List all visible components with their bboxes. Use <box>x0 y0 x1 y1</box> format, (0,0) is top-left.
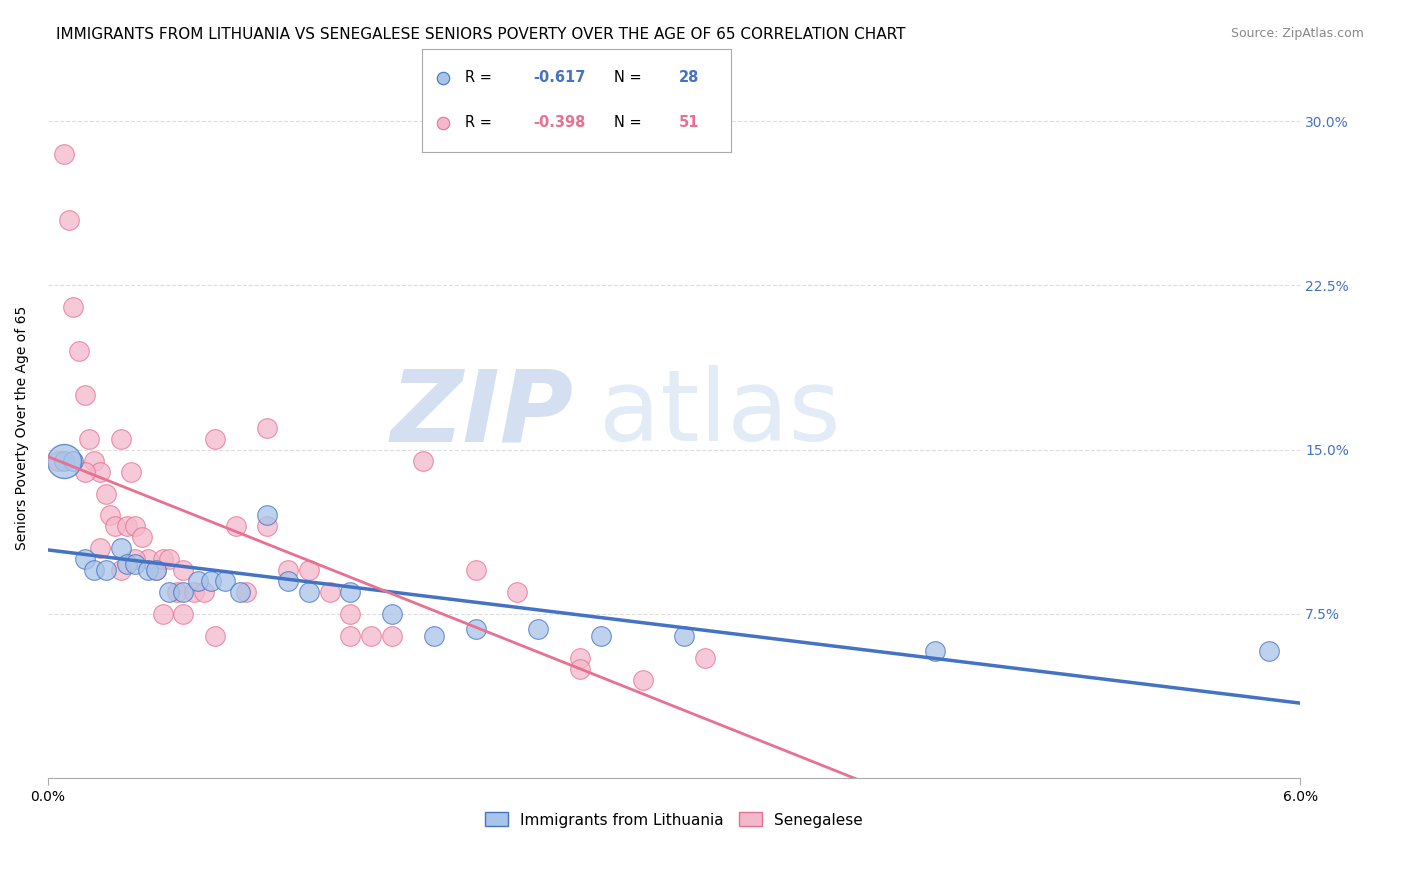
Point <box>67 344 90 359</box>
Point <box>103 519 125 533</box>
Legend: Immigrants from Lithuania, Senegalese: Immigrants from Lithuania, Senegalese <box>479 806 869 834</box>
Point <box>98 508 121 523</box>
Point <box>145 563 167 577</box>
Point <box>673 629 696 643</box>
Point <box>695 650 717 665</box>
Point <box>75 388 97 402</box>
Point <box>75 465 97 479</box>
Point <box>277 574 299 588</box>
Point <box>53 453 76 467</box>
Point <box>277 563 299 577</box>
Point <box>339 585 361 599</box>
Point <box>96 563 118 577</box>
Point <box>124 557 146 571</box>
Point <box>172 607 194 621</box>
Point <box>136 552 159 566</box>
Point <box>115 557 138 571</box>
Point <box>152 552 174 566</box>
Point <box>229 585 252 599</box>
Point <box>110 541 132 556</box>
Point <box>225 519 247 533</box>
Point <box>200 574 222 588</box>
Point <box>83 453 105 467</box>
Point <box>235 585 257 599</box>
Point <box>115 519 138 533</box>
Point <box>412 453 434 467</box>
Point <box>506 585 529 599</box>
Point <box>136 563 159 577</box>
Point <box>62 453 84 467</box>
Point <box>172 585 194 599</box>
Point <box>924 644 946 658</box>
Point <box>166 585 188 599</box>
Point <box>298 563 321 577</box>
Text: -0.398: -0.398 <box>533 115 585 130</box>
Point <box>256 421 278 435</box>
Point <box>46 453 69 467</box>
Point <box>298 585 321 599</box>
Point <box>360 629 382 643</box>
Point <box>381 607 404 621</box>
Point <box>339 607 361 621</box>
Text: R =: R = <box>465 70 496 86</box>
Point <box>187 574 209 588</box>
Point <box>145 563 167 577</box>
Point <box>53 147 76 161</box>
Point <box>110 563 132 577</box>
Point <box>172 563 194 577</box>
Point <box>120 465 142 479</box>
Point <box>183 585 205 599</box>
Point <box>131 530 153 544</box>
Point <box>204 629 226 643</box>
Text: 51: 51 <box>679 115 699 130</box>
Point <box>152 607 174 621</box>
Point <box>569 662 592 676</box>
Point <box>58 212 80 227</box>
Point <box>89 541 111 556</box>
Point <box>157 552 180 566</box>
Point <box>589 629 612 643</box>
Point <box>423 629 446 643</box>
Text: Source: ZipAtlas.com: Source: ZipAtlas.com <box>1230 27 1364 40</box>
Point <box>193 585 215 599</box>
Point <box>75 552 97 566</box>
Point <box>83 563 105 577</box>
Point <box>157 585 180 599</box>
Point <box>256 519 278 533</box>
Point <box>318 585 340 599</box>
Point <box>79 432 101 446</box>
Text: ZIP: ZIP <box>391 366 574 462</box>
Point <box>124 552 146 566</box>
Text: N =: N = <box>613 115 645 130</box>
Text: -0.617: -0.617 <box>533 70 585 86</box>
Point <box>339 629 361 643</box>
Point <box>432 116 454 130</box>
Point <box>631 673 654 687</box>
Point <box>1257 644 1279 658</box>
Point <box>53 453 76 467</box>
Point <box>432 70 454 85</box>
Point <box>89 465 111 479</box>
Point <box>569 650 592 665</box>
Point <box>256 508 278 523</box>
Point <box>204 432 226 446</box>
Text: atlas: atlas <box>599 366 841 462</box>
Text: N =: N = <box>613 70 645 86</box>
Point <box>96 486 118 500</box>
Y-axis label: Seniors Poverty Over the Age of 65: Seniors Poverty Over the Age of 65 <box>15 306 30 550</box>
Point <box>62 301 84 315</box>
Point <box>214 574 236 588</box>
Point <box>124 519 146 533</box>
Point <box>110 432 132 446</box>
Point <box>464 623 486 637</box>
Text: IMMIGRANTS FROM LITHUANIA VS SENEGALESE SENIORS POVERTY OVER THE AGE OF 65 CORRE: IMMIGRANTS FROM LITHUANIA VS SENEGALESE … <box>56 27 905 42</box>
Text: R =: R = <box>465 115 496 130</box>
Point <box>527 623 550 637</box>
Text: 28: 28 <box>679 70 699 86</box>
Point <box>381 629 404 643</box>
Point <box>464 563 486 577</box>
